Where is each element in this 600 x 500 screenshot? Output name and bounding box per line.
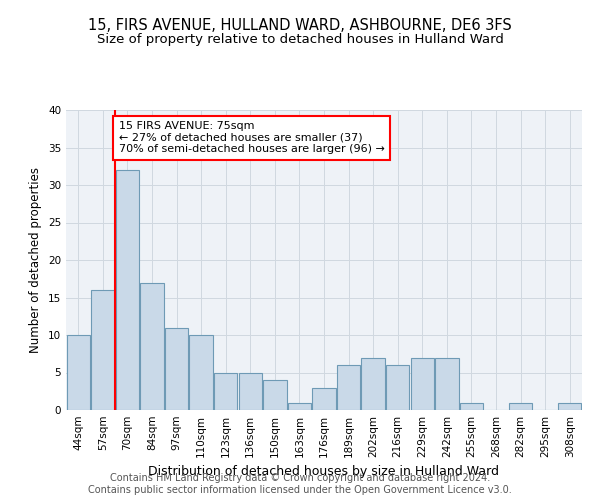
Bar (410, 358, 434, 410)
Bar (91, 290, 115, 410)
Text: 15 FIRS AVENUE: 75sqm
← 27% of detached houses are smaller (37)
70% of semi-deta: 15 FIRS AVENUE: 75sqm ← 27% of detached … (119, 121, 385, 154)
Bar (263, 380, 287, 410)
Bar (460, 402, 483, 410)
Text: Size of property relative to detached houses in Hulland Ward: Size of property relative to detached ho… (97, 32, 503, 46)
Bar (140, 282, 164, 410)
Bar (361, 358, 385, 410)
Bar (67, 335, 90, 410)
Bar (558, 402, 581, 410)
Bar (288, 402, 311, 410)
Y-axis label: Number of detached properties: Number of detached properties (29, 167, 43, 353)
Bar (313, 388, 335, 410)
Bar (386, 365, 409, 410)
Bar (239, 372, 262, 410)
Bar (214, 372, 238, 410)
Bar (116, 170, 139, 410)
Bar (435, 358, 458, 410)
Bar (165, 328, 188, 410)
Bar (337, 365, 360, 410)
Text: Contains HM Land Registry data © Crown copyright and database right 2024.
Contai: Contains HM Land Registry data © Crown c… (88, 474, 512, 495)
X-axis label: Distribution of detached houses by size in Hulland Ward: Distribution of detached houses by size … (149, 466, 499, 478)
Bar (509, 402, 532, 410)
Text: 15, FIRS AVENUE, HULLAND WARD, ASHBOURNE, DE6 3FS: 15, FIRS AVENUE, HULLAND WARD, ASHBOURNE… (88, 18, 512, 32)
Bar (190, 335, 213, 410)
